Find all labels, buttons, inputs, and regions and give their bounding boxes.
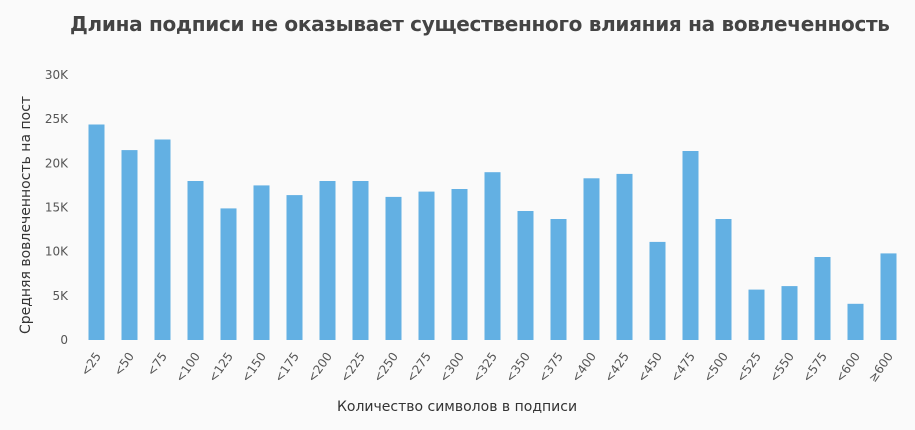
y-tick-label: 30K bbox=[45, 68, 69, 82]
x-tick-label: <600 bbox=[833, 350, 863, 385]
x-axis-ticks: <25 <50 <75 <100 <125 <150 <175 <200 <225 <250 <27… bbox=[78, 350, 896, 385]
x-tick-label: <300 bbox=[437, 350, 467, 385]
bar bbox=[319, 181, 336, 340]
y-tick-label: 15K bbox=[45, 201, 69, 215]
y-tick-label: 25K bbox=[45, 112, 69, 126]
x-tick-label: <325 bbox=[470, 350, 500, 385]
bar bbox=[253, 185, 270, 340]
y-tick-label: 5K bbox=[52, 289, 69, 303]
bars bbox=[88, 124, 897, 340]
bar bbox=[814, 257, 831, 340]
bar bbox=[451, 189, 468, 340]
bar bbox=[88, 124, 105, 340]
bar bbox=[220, 208, 237, 340]
x-tick-label: <100 bbox=[173, 350, 203, 385]
bar bbox=[385, 196, 402, 340]
bar bbox=[583, 178, 600, 340]
bar bbox=[187, 181, 204, 340]
bar bbox=[880, 253, 897, 340]
x-tick-label: <75 bbox=[144, 350, 170, 379]
x-tick-label: ≥600 bbox=[866, 350, 896, 385]
x-tick-label: <250 bbox=[371, 350, 401, 385]
x-tick-label: <150 bbox=[239, 350, 269, 385]
bar bbox=[517, 211, 534, 340]
x-tick-label: <225 bbox=[338, 350, 368, 385]
bar bbox=[286, 195, 303, 340]
bar bbox=[121, 150, 138, 340]
bar bbox=[682, 151, 699, 340]
bar bbox=[352, 181, 369, 340]
y-axis-ticks: 0 5K 10K 15K 20K 25K 30K bbox=[45, 68, 69, 347]
bar bbox=[154, 139, 171, 340]
x-tick-label: <25 bbox=[78, 350, 104, 379]
bar bbox=[715, 219, 732, 340]
bar bbox=[847, 303, 864, 340]
bar bbox=[484, 172, 501, 340]
y-tick-label: 20K bbox=[45, 156, 69, 170]
x-tick-label: <450 bbox=[635, 350, 665, 385]
x-tick-label: <550 bbox=[767, 350, 797, 385]
x-tick-label: <400 bbox=[569, 350, 599, 385]
x-tick-label: <475 bbox=[668, 350, 698, 385]
bar bbox=[550, 219, 567, 340]
y-axis-title: Средняя вовлеченность на пост bbox=[18, 96, 34, 334]
x-axis-title: Количество символов в подписи bbox=[337, 399, 577, 415]
bar bbox=[748, 289, 765, 340]
y-tick-label: 10K bbox=[45, 245, 69, 259]
bar bbox=[418, 191, 435, 340]
y-tick-label: 0 bbox=[60, 333, 68, 347]
bar bbox=[616, 173, 633, 340]
x-tick-label: <275 bbox=[404, 350, 434, 385]
chart-title: Длина подписи не оказывает существенного… bbox=[70, 12, 890, 36]
x-tick-label: <175 bbox=[272, 350, 302, 385]
x-tick-label: <375 bbox=[536, 350, 566, 385]
bar bbox=[781, 286, 798, 340]
x-tick-label: <350 bbox=[503, 350, 533, 385]
x-tick-label: <525 bbox=[734, 350, 764, 385]
x-tick-label: <125 bbox=[206, 350, 236, 385]
x-tick-label: <500 bbox=[701, 350, 731, 385]
x-tick-label: <50 bbox=[111, 350, 137, 379]
bar bbox=[649, 241, 666, 340]
x-tick-label: <425 bbox=[602, 350, 632, 385]
x-tick-label: <200 bbox=[305, 350, 335, 385]
x-tick-label: <575 bbox=[800, 350, 830, 385]
